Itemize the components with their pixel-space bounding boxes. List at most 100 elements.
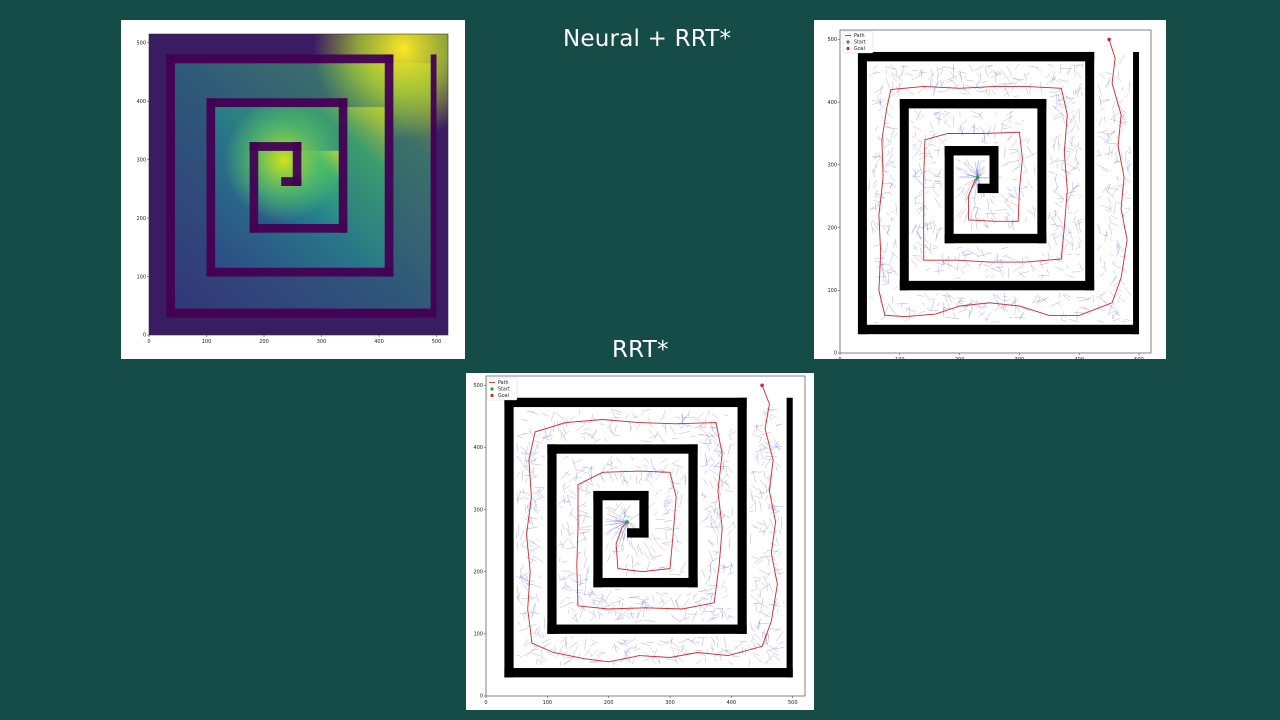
x-tick-label: 400 xyxy=(727,700,737,706)
tree-edge xyxy=(953,312,955,318)
tree-edge xyxy=(574,613,578,622)
start-marker xyxy=(975,175,980,180)
tree-edge xyxy=(956,209,963,218)
tree-edge xyxy=(533,503,538,510)
tree-edge xyxy=(1106,131,1116,136)
maze-wall xyxy=(249,223,348,233)
tree-edge xyxy=(1030,264,1037,271)
tree-edge xyxy=(1009,110,1012,123)
tree-edge xyxy=(961,248,970,254)
tree-edge xyxy=(630,540,634,550)
tree-edge xyxy=(545,430,547,438)
tree-edge xyxy=(972,116,979,118)
tree-edge xyxy=(957,177,978,179)
tree-edge xyxy=(869,295,873,300)
tree-edge xyxy=(621,506,627,517)
tree-edge xyxy=(621,479,624,485)
tree-edge xyxy=(1006,111,1013,116)
tree-edge xyxy=(754,434,763,439)
tree-edge xyxy=(670,641,680,648)
tree-edge xyxy=(932,244,938,248)
tree-edge xyxy=(905,72,913,76)
tree-edge xyxy=(959,297,966,300)
tree-edge xyxy=(1026,140,1029,145)
tree-edge xyxy=(768,645,778,652)
tree-edge xyxy=(515,455,520,459)
tree-edge xyxy=(580,485,583,492)
tree-edge xyxy=(767,549,779,552)
tree-edge xyxy=(589,660,599,662)
tree-edge xyxy=(596,652,606,656)
tree-edge xyxy=(764,612,771,618)
tree-edge xyxy=(763,551,768,555)
tree-edge xyxy=(1005,198,1010,202)
tree-edge xyxy=(1104,80,1111,89)
tree-edge xyxy=(668,569,675,572)
tree-edge xyxy=(764,643,769,645)
maze-wall xyxy=(504,668,793,678)
tree-edge xyxy=(890,210,896,214)
tree-edge xyxy=(964,253,973,256)
start-marker xyxy=(625,520,629,524)
tree-edge xyxy=(1101,265,1105,269)
tree-edge xyxy=(947,255,950,260)
tree-edge xyxy=(1002,253,1009,258)
tree-edge xyxy=(679,616,690,622)
tree-edge xyxy=(751,627,755,632)
tree-edge xyxy=(913,144,916,149)
tree-edge xyxy=(565,527,571,537)
tree-edge xyxy=(592,601,601,611)
tree-edge xyxy=(1113,306,1119,314)
tree-edge xyxy=(1054,223,1062,232)
tree-edge xyxy=(615,531,620,535)
tree-edge xyxy=(871,100,880,102)
tree-edge xyxy=(769,511,780,514)
tree-edge xyxy=(917,139,922,143)
tree-edge xyxy=(560,602,571,608)
tree-edge xyxy=(1056,102,1065,110)
tree-edge xyxy=(767,503,777,511)
x-tick-label: 100 xyxy=(202,339,212,345)
tree-edge xyxy=(720,654,722,661)
tree-edge xyxy=(754,448,767,453)
tree-edge xyxy=(714,500,717,511)
tree-edge xyxy=(975,82,980,90)
tree-edge xyxy=(758,643,762,649)
tree-edge xyxy=(884,161,895,166)
tree-edge xyxy=(769,650,779,656)
tree-edge xyxy=(517,496,525,501)
tree-edge xyxy=(528,542,532,548)
tree-edge xyxy=(959,301,965,303)
tree-edge xyxy=(759,431,772,436)
tree-edge xyxy=(524,459,533,462)
tree-edge xyxy=(1041,274,1044,280)
tree-edge xyxy=(1106,183,1111,194)
tree-edge xyxy=(1120,255,1125,258)
tree-edge xyxy=(703,505,712,511)
tree-edge xyxy=(625,646,635,651)
tree-edge xyxy=(757,618,761,629)
tree-edge xyxy=(970,299,973,309)
tree-edge xyxy=(636,545,639,553)
tree-edge xyxy=(937,302,940,307)
tree-edge xyxy=(1004,161,1012,164)
tree-edge xyxy=(667,475,674,480)
tree-edge xyxy=(561,524,565,530)
tree-edge xyxy=(1113,110,1115,123)
tree-edge xyxy=(685,638,695,643)
tree-edge xyxy=(987,198,989,211)
tree-edge xyxy=(913,125,922,131)
tree-edge xyxy=(767,483,771,492)
tree-edge xyxy=(694,593,698,597)
tree-edge xyxy=(725,466,727,473)
tree-edge xyxy=(580,514,592,518)
tree-edge xyxy=(524,640,526,646)
tree-edge xyxy=(1010,150,1019,154)
tree-edge xyxy=(1051,301,1061,306)
tree-edge xyxy=(871,222,874,234)
tree-edge xyxy=(882,270,887,282)
tree-edge xyxy=(635,643,637,649)
tree-edge xyxy=(1075,253,1081,255)
tree-edge xyxy=(875,276,887,278)
